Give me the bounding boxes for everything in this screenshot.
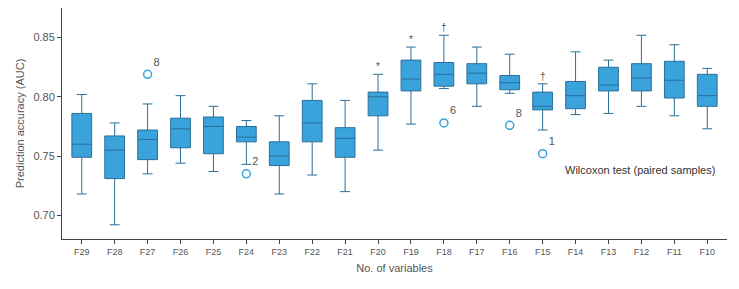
svg-text:F19: F19 — [403, 247, 419, 257]
svg-text:8: 8 — [516, 107, 522, 119]
svg-text:0.75: 0.75 — [33, 150, 54, 162]
svg-text:F16: F16 — [502, 247, 518, 257]
svg-text:6: 6 — [450, 104, 456, 116]
svg-text:F15: F15 — [535, 247, 551, 257]
svg-text:0.80: 0.80 — [33, 91, 54, 103]
svg-text:F11: F11 — [667, 247, 682, 257]
svg-text:F29: F29 — [74, 247, 90, 257]
svg-text:*: * — [409, 34, 413, 45]
svg-text:F17: F17 — [469, 247, 485, 257]
svg-text:F21: F21 — [337, 247, 353, 257]
svg-text:*: * — [376, 61, 380, 72]
svg-text:F22: F22 — [304, 247, 320, 257]
svg-text:F23: F23 — [272, 247, 288, 257]
svg-text:F26: F26 — [173, 247, 189, 257]
svg-text:0.70: 0.70 — [33, 209, 54, 221]
svg-text:F18: F18 — [436, 247, 452, 257]
svg-text:Prediction accuracy (AUC): Prediction accuracy (AUC) — [14, 59, 26, 189]
svg-text:F10: F10 — [699, 247, 715, 257]
svg-text:2: 2 — [252, 155, 258, 167]
svg-text:F14: F14 — [568, 247, 584, 257]
svg-text:8: 8 — [154, 56, 160, 68]
svg-text:Wilcoxon test (paired samples): Wilcoxon test (paired samples) — [565, 164, 715, 176]
svg-text:F28: F28 — [107, 247, 123, 257]
svg-text:0.85: 0.85 — [33, 31, 54, 43]
svg-text:F25: F25 — [206, 247, 222, 257]
svg-text:F12: F12 — [634, 247, 650, 257]
svg-text:†: † — [540, 71, 546, 82]
svg-text:F20: F20 — [370, 247, 386, 257]
svg-text:F13: F13 — [601, 247, 617, 257]
svg-text:No. of variables: No. of variables — [356, 262, 433, 274]
svg-text:†: † — [441, 22, 447, 33]
svg-text:1: 1 — [549, 135, 555, 147]
svg-text:F27: F27 — [140, 247, 156, 257]
svg-text:F24: F24 — [239, 247, 255, 257]
